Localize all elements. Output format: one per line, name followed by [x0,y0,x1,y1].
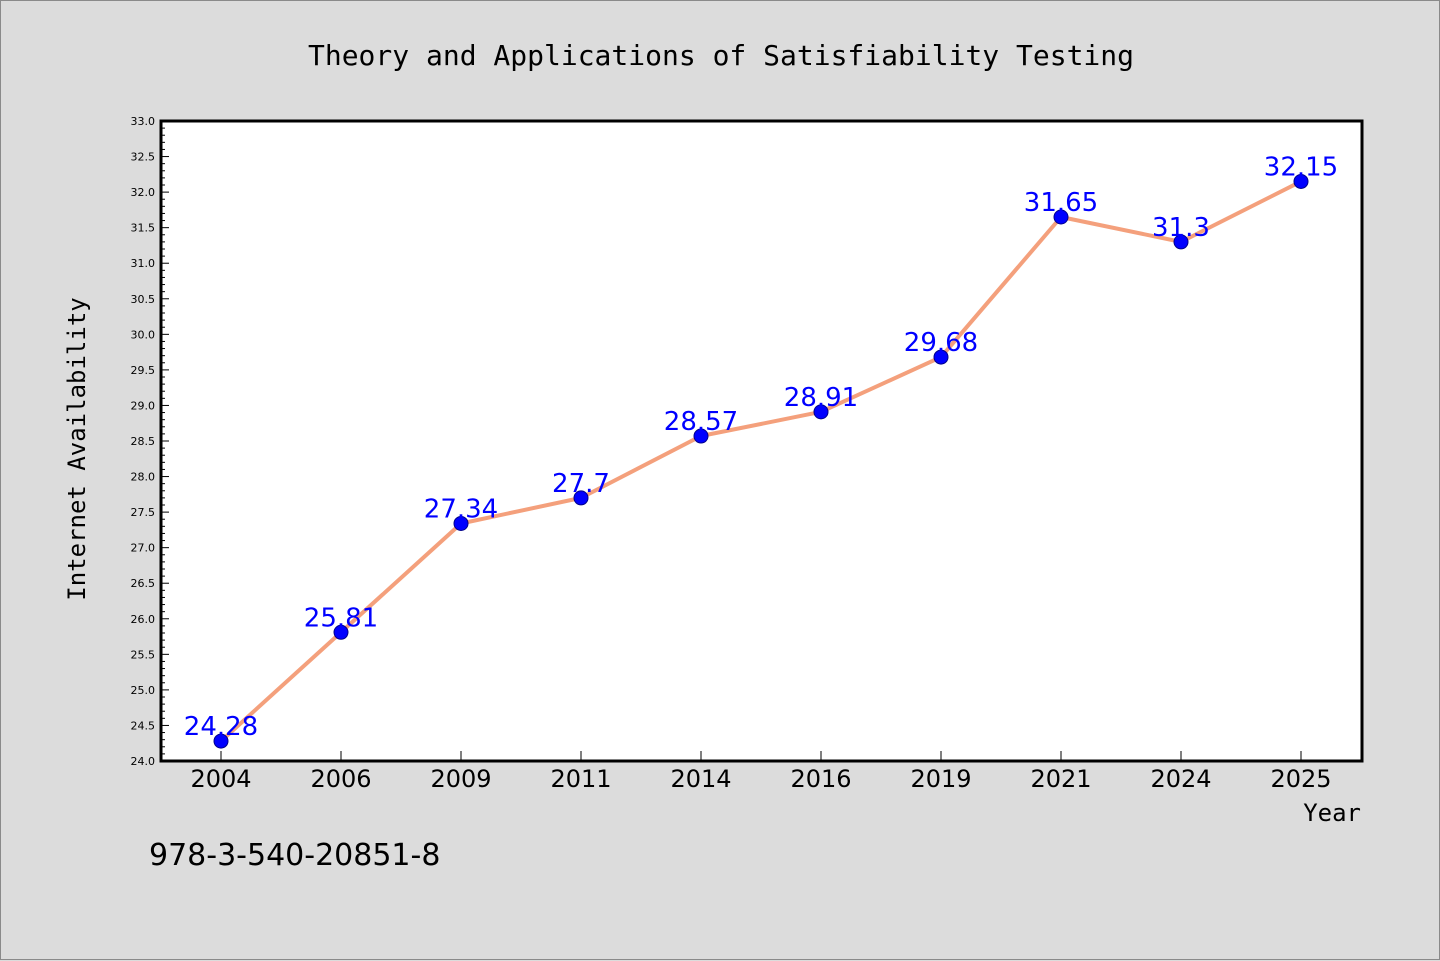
y-tick-label: 29.0 [131,399,156,412]
x-tick-label: 2019 [910,765,971,793]
y-tick-label: 32.0 [131,186,156,199]
data-point [453,515,469,531]
x-tick-label: 2025 [1270,765,1331,793]
y-tick-label: 28.5 [131,435,156,448]
y-tick-label: 28.0 [131,471,156,484]
data-point [213,733,229,749]
data-label: 27.7 [552,469,610,499]
plot-area [161,121,1362,761]
x-axis-label: Year [1303,799,1361,827]
y-tick-label: 31.0 [131,257,156,270]
data-label: 31.3 [1152,213,1210,243]
x-tick-label: 2024 [1150,765,1211,793]
y-axis-label: Internet Availability [63,297,91,600]
x-axis: 2004 2006 2009 2011 2014 2016 2019 2021 2024 2025 [190,751,1332,793]
y-tick-label: 32.5 [131,151,156,164]
x-tick-label: 2006 [310,765,371,793]
data-label: 27.34 [424,494,498,524]
data-point [1173,234,1189,250]
data-label: 31.65 [1024,188,1098,218]
y-tick-label: 25.0 [131,684,156,697]
series-layer [219,179,1303,744]
y-tick-label: 24.5 [131,719,156,732]
x-tick-label: 2014 [670,765,731,793]
data-label: 24.28 [184,712,258,742]
data-label: 25.81 [304,603,378,633]
data-point [1293,173,1309,189]
y-tick-label: 33.0 [131,115,156,128]
data-label: 29.68 [904,328,978,358]
series-line [219,179,1303,744]
y-tick-label: 26.0 [131,613,156,626]
data-label-layer: 24.28 25.81 27.34 27.7 28.57 28.91 29.68 31.65 3… [184,152,1338,742]
data-label: 32.15 [1264,152,1338,182]
y-tick-label: 26.5 [131,577,156,590]
plot-border [159,119,1364,763]
y-tick-label: 27.0 [131,542,156,555]
data-label: 28.91 [784,383,858,413]
x-tick-label: 2011 [550,765,611,793]
chart-title: Theory and Applications of Satisfiabilit… [308,39,1134,72]
y-axis: 24.0 24.5 25.0 25.5 26.0 26.5 27.0 27.5 28.0 28.5… [131,115,169,768]
x-tick-label: 2021 [1030,765,1091,793]
x-tick-label: 2009 [430,765,491,793]
y-tick-label: 31.5 [131,222,156,235]
data-point [693,428,709,444]
marker-layer [213,173,1309,749]
data-label: 28.57 [664,407,738,437]
y-tick-label: 30.5 [131,293,156,306]
isbn-text: 978-3-540-20851-8 [149,838,440,873]
data-point [333,624,349,640]
data-point [1053,209,1069,225]
y-tick-label: 27.5 [131,506,156,519]
x-tick-label: 2016 [790,765,851,793]
data-point [933,349,949,365]
y-tick-label: 30.0 [131,328,156,341]
y-tick-label: 29.5 [131,364,156,377]
data-point [813,404,829,420]
y-tick-label: 24.0 [131,755,156,768]
data-point [573,490,589,506]
y-tick-label: 25.5 [131,648,156,661]
x-tick-label: 2004 [190,765,251,793]
